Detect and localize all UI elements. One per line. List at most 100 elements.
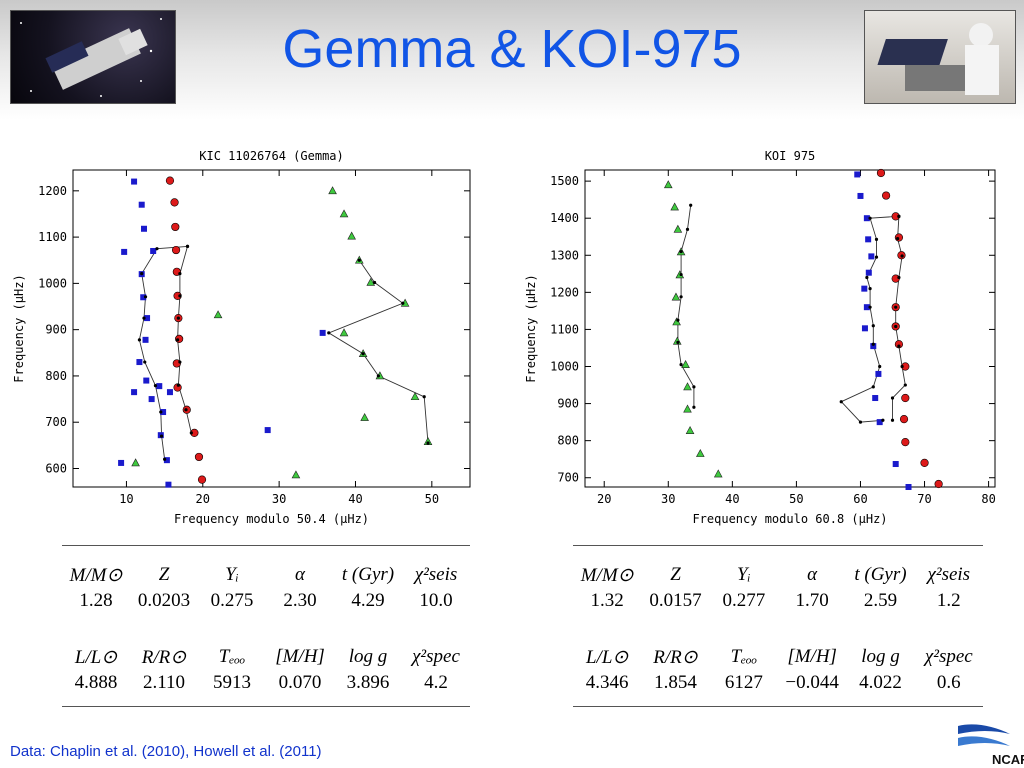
- plot-frame: [72, 169, 471, 488]
- circle-data-point: [894, 340, 904, 349]
- header-cell: Yᵢ: [737, 564, 751, 585]
- model-point: [189, 431, 193, 435]
- model-point: [676, 318, 680, 322]
- model-point: [897, 214, 901, 218]
- model-point: [176, 383, 180, 387]
- header-cell: α: [295, 564, 305, 585]
- header-cell: Z: [670, 564, 681, 585]
- table-value-row: 1.32 0.0157 0.277 1.70 2.59 1.2: [573, 588, 983, 614]
- model-track-line: [327, 259, 429, 444]
- model-point: [357, 258, 361, 262]
- square-data-point: [140, 294, 147, 301]
- model-point: [184, 408, 188, 412]
- model-point: [426, 441, 430, 445]
- model-point: [871, 342, 875, 346]
- y-tick-label: 700: [45, 415, 67, 429]
- model-point: [900, 364, 904, 369]
- triangle-data-point: [347, 231, 356, 240]
- model-point: [868, 216, 872, 220]
- square-data-point: [144, 315, 151, 322]
- y-tick-label: 1500: [550, 174, 579, 188]
- chart-title: KIC 11026764 (Gemma): [199, 149, 344, 163]
- circle-data-point: [171, 245, 181, 255]
- square-data-point: [875, 370, 882, 377]
- header-cell: R/R⊙: [653, 646, 698, 668]
- model-point: [839, 400, 843, 404]
- x-tick-label: 80: [981, 492, 995, 506]
- value-cell: 5913: [213, 672, 251, 693]
- model-point: [140, 272, 144, 276]
- model-point: [159, 410, 163, 414]
- x-tick-label: 50: [789, 492, 803, 506]
- circle-data-point: [197, 475, 207, 484]
- model-point: [401, 301, 405, 305]
- square-data-point: [156, 383, 163, 390]
- model-point: [890, 418, 895, 422]
- header-cell: L/L⊙: [74, 646, 118, 668]
- model-point: [143, 295, 148, 299]
- model-point: [185, 244, 190, 248]
- square-data-point: [854, 171, 861, 178]
- y-tick-label: 600: [45, 461, 67, 475]
- model-point: [159, 434, 164, 438]
- header-cell: R/R⊙: [141, 646, 187, 668]
- square-data-point: [160, 409, 167, 416]
- ncar-logo-text: NCAR: [992, 752, 1024, 767]
- value-cell: 4.022: [859, 672, 902, 693]
- square-data-point: [166, 389, 173, 396]
- header-cell: Z: [158, 564, 170, 585]
- x-tick-label: 10: [119, 492, 133, 506]
- value-cell: 2.30: [283, 590, 317, 611]
- triangle-data-point: [671, 292, 681, 301]
- value-cell: 1.28: [79, 590, 113, 611]
- circle-data-point: [194, 452, 204, 462]
- triangle-data-point: [670, 202, 679, 211]
- y-tick-label: 900: [557, 397, 579, 411]
- model-track-line: [892, 216, 906, 421]
- header-cell: α: [807, 564, 818, 585]
- value-cell: 1.70: [795, 590, 829, 611]
- circle-data-point: [170, 198, 179, 207]
- table-header-row: M/M⊙ Z Yᵢ α t (Gyr) χ²seis: [573, 562, 983, 588]
- chart-title: KOI 975: [765, 149, 816, 163]
- value-cell: 0.6: [936, 672, 961, 693]
- model-point: [874, 237, 879, 241]
- model-point: [679, 363, 683, 367]
- model-point: [155, 247, 159, 251]
- x-tick-label: 30: [661, 492, 675, 506]
- circle-data-point: [881, 191, 891, 200]
- model-point: [890, 396, 895, 400]
- model-point: [685, 227, 690, 231]
- table-header-row: L/L⊙ R/R⊙ Tₑₒₒ [M/H] log g χ²spec: [62, 644, 470, 670]
- value-cell: 4.888: [74, 672, 118, 693]
- triangle-data-point: [672, 317, 681, 326]
- header-cell: χ²spec: [412, 646, 460, 667]
- model-point: [692, 405, 696, 409]
- model-point: [376, 374, 380, 378]
- model-point: [679, 249, 683, 254]
- koi975-parameter-table: M/M⊙ Z Yᵢ α t (Gyr) χ²seis 1.32 0.0157 0…: [573, 545, 983, 707]
- model-point: [897, 344, 901, 348]
- triangle-data-point: [131, 458, 140, 467]
- circle-data-point: [876, 168, 886, 178]
- y-tick-label: 1400: [550, 211, 579, 225]
- square-data-point: [863, 215, 870, 222]
- header-cell: χ²spec: [924, 646, 973, 667]
- table-value-row: 1.28 0.0203 0.275 2.30 4.29 10.0: [62, 588, 470, 614]
- model-point: [871, 385, 875, 389]
- square-data-point: [136, 359, 143, 366]
- table-value-row: 4.888 2.110 5913 0.070 3.896 4.2: [62, 670, 470, 696]
- slide-title: Gemma & KOI-975: [282, 19, 742, 79]
- value-cell: 3.896: [346, 672, 390, 693]
- model-point: [178, 294, 182, 298]
- square-data-point: [138, 201, 145, 208]
- triangle-data-point: [673, 224, 683, 233]
- y-tick-label: 1100: [38, 230, 67, 244]
- value-cell: 1.854: [654, 672, 697, 693]
- triangle-data-point: [291, 470, 301, 479]
- triangle-data-point: [213, 310, 223, 319]
- x-tick-label: 40: [725, 492, 739, 506]
- model-point: [897, 275, 901, 280]
- square-data-point: [861, 325, 868, 332]
- square-data-point: [870, 343, 877, 350]
